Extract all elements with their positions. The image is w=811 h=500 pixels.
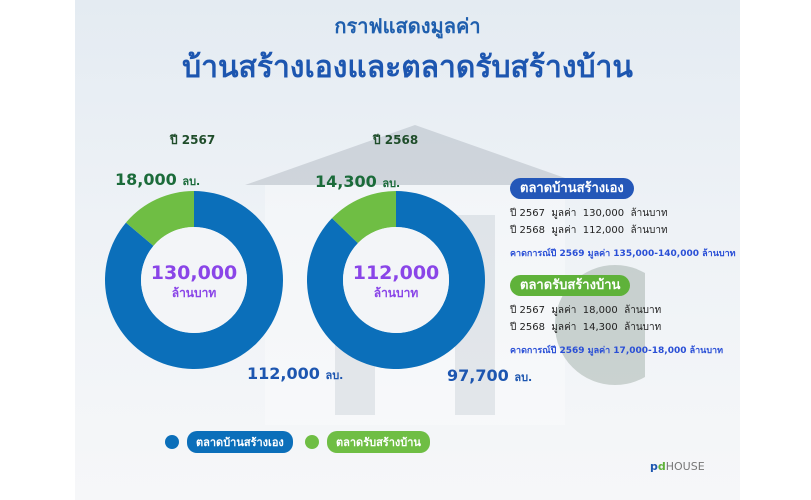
slice-contractor <box>125 191 194 246</box>
info-row: ปี 2568 มูลค่า 14,300 ล้านบาท <box>510 322 662 333</box>
forecast-text: คาดการณ์ปี 2569 มูลค่า 135,000-140,000 ล… <box>510 249 736 259</box>
chart2-blue-label: 97,700 ลบ. <box>447 366 533 385</box>
forecast-text: คาดการณ์ปี 2569 มูลค่า 17,000-18,000 ล้า… <box>510 346 724 356</box>
info-contractor: ตลาดรับสร้างบ้าน ปี 2567 มูลค่า 18,000 ล… <box>510 274 723 357</box>
info-self-build: ตลาดบ้านสร้างเอง ปี 2567 มูลค่า 130,000 … <box>510 177 736 260</box>
chart1-blue-label: 112,000 ลบ. <box>247 364 344 383</box>
info-row: ปี 2567 มูลค่า 18,000 ล้านบาท <box>510 305 662 316</box>
legend-swatch <box>165 435 179 449</box>
chart2-green-label: 14,300 ลบ. <box>315 172 401 191</box>
donut-hole <box>141 227 247 333</box>
donut-2567 <box>105 191 284 369</box>
slice-self-build <box>307 191 485 369</box>
donut-charts <box>105 191 485 369</box>
legend-self-build: ตลาดบ้านสร้างเอง <box>165 431 293 453</box>
legend-contractor: ตลาดรับสร้างบ้าน <box>305 431 430 453</box>
donut-hole <box>343 227 449 333</box>
infographic: กราฟแสดงมูลค่า บ้านสร้างเองและตลาดรับสร้… <box>75 0 740 500</box>
slice-self-build <box>105 191 284 369</box>
chart2-year: ปี 2568 <box>373 133 419 147</box>
title-line-2: บ้านสร้างเองและตลาดรับสร้างบ้าน <box>182 50 633 85</box>
donut-2568 <box>307 191 485 369</box>
title-line-1: กราฟแสดงมูลค่า <box>334 14 481 38</box>
pdhouse-logo: pdHOUSE <box>650 460 705 473</box>
info-row: ปี 2567 มูลค่า 130,000 ล้านบาท <box>510 208 668 219</box>
chart2-center: 112,000 ล้านบาท <box>352 262 440 300</box>
slice-contractor <box>332 191 396 244</box>
info-row: ปี 2568 มูลค่า 112,000 ล้านบาท <box>510 225 668 236</box>
chart1-green-label: 18,000 ลบ. <box>115 170 201 189</box>
legend-swatch <box>305 435 319 449</box>
chart1-center: 130,000 ล้านบาท <box>150 262 238 300</box>
chart1-year: ปี 2567 <box>170 133 216 147</box>
